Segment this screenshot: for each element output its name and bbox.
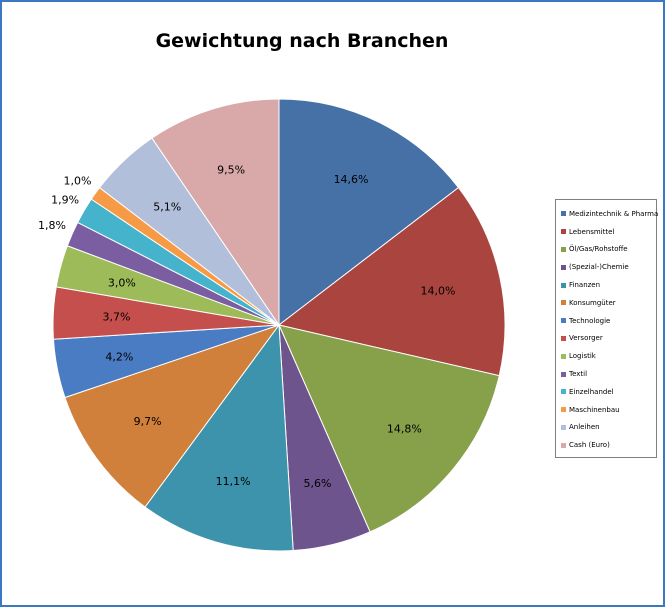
legend-label-4: Finanzen <box>569 281 601 290</box>
legend-label-10: Einzelhandel <box>569 387 614 396</box>
pie-slice-1 <box>277 186 506 377</box>
legend-label-1: Lebensmittel <box>569 227 615 236</box>
slice-value-label-3: 5,6% <box>304 477 332 490</box>
chart-title: Gewichtung nach Branchen <box>155 30 449 52</box>
legend-label-0: Medizintechnik & Pharma <box>569 209 659 218</box>
legend-item-9: Textil <box>556 365 656 383</box>
legend-swatch-1 <box>561 229 566 235</box>
legend-swatch-0 <box>561 211 566 217</box>
slice-value-label-7: 3,7% <box>103 310 131 323</box>
slice-value-label-1: 14,0% <box>421 285 456 298</box>
legend-item-3: (Spezial-)Chemie <box>556 258 656 276</box>
slice-value-label-13: 9,5% <box>217 163 245 176</box>
legend-item-1: Lebensmittel <box>556 223 656 241</box>
legend-label-5: Konsumgüter <box>569 298 616 307</box>
slice-value-label-0: 14,6% <box>334 173 369 186</box>
legend-swatch-13 <box>561 442 566 448</box>
legend-swatch-12 <box>561 424 566 430</box>
legend-item-5: Konsumgüter <box>556 294 656 312</box>
legend-swatch-5 <box>561 300 566 306</box>
slice-value-label-12: 5,1% <box>153 201 181 214</box>
legend-label-12: Anleihen <box>569 423 600 432</box>
legend-label-11: Maschinenbau <box>569 405 620 414</box>
slice-value-label-6: 4,2% <box>105 350 133 363</box>
legend-label-2: Öl/Gas/Rohstoffe <box>569 245 628 254</box>
pie-slice-13 <box>151 98 280 327</box>
pie-slice-4 <box>144 323 294 552</box>
slice-value-label-4: 11,1% <box>216 475 251 488</box>
slice-value-label-5: 9,7% <box>134 415 162 428</box>
legend-swatch-8 <box>561 353 566 359</box>
slice-value-label-2: 14,8% <box>387 423 422 436</box>
slice-value-label-9: 1,8% <box>38 219 66 232</box>
legend-swatch-4 <box>561 282 566 288</box>
pie-slice-2 <box>278 324 500 533</box>
slice-value-label-11: 1,0% <box>63 174 91 187</box>
legend-swatch-6 <box>561 318 566 324</box>
legend-label-9: Textil <box>569 370 588 379</box>
pie-slice-0 <box>278 98 460 327</box>
legend-item-2: Öl/Gas/Rohstoffe <box>556 241 656 259</box>
legend: Medizintechnik & Pharma Lebensmittel Öl/Ga… <box>555 199 659 459</box>
legend-item-7: Versorger <box>556 330 656 348</box>
legend-item-11: Maschinenbau <box>556 401 656 419</box>
legend-label-3: (Spezial-)Chemie <box>569 263 629 272</box>
legend-swatch-3 <box>561 264 566 270</box>
slice-value-label-8: 3,0% <box>108 277 136 290</box>
legend-item-10: Einzelhandel <box>556 383 656 401</box>
legend-swatch-10 <box>561 389 566 395</box>
legend-label-8: Logistik <box>569 352 596 361</box>
legend-item-13: Cash (Euro) <box>556 436 656 454</box>
legend-item-6: Technologie <box>556 312 656 330</box>
legend-swatch-9 <box>561 371 566 377</box>
pie-slice-5 <box>64 324 281 508</box>
legend-label-7: Versorger <box>569 334 603 343</box>
legend-item-0: Medizintechnik & Pharma <box>556 205 659 223</box>
slice-value-label-10: 1,9% <box>51 193 79 206</box>
legend-item-4: Finanzen <box>556 276 656 294</box>
legend-item-8: Logistik <box>556 347 656 365</box>
legend-label-6: Technologie <box>569 316 611 325</box>
legend-swatch-7 <box>561 335 566 341</box>
legend-swatch-2 <box>561 246 566 252</box>
legend-label-13: Cash (Euro) <box>569 441 610 450</box>
legend-item-12: Anleihen <box>556 419 656 437</box>
legend-swatch-11 <box>561 407 566 413</box>
